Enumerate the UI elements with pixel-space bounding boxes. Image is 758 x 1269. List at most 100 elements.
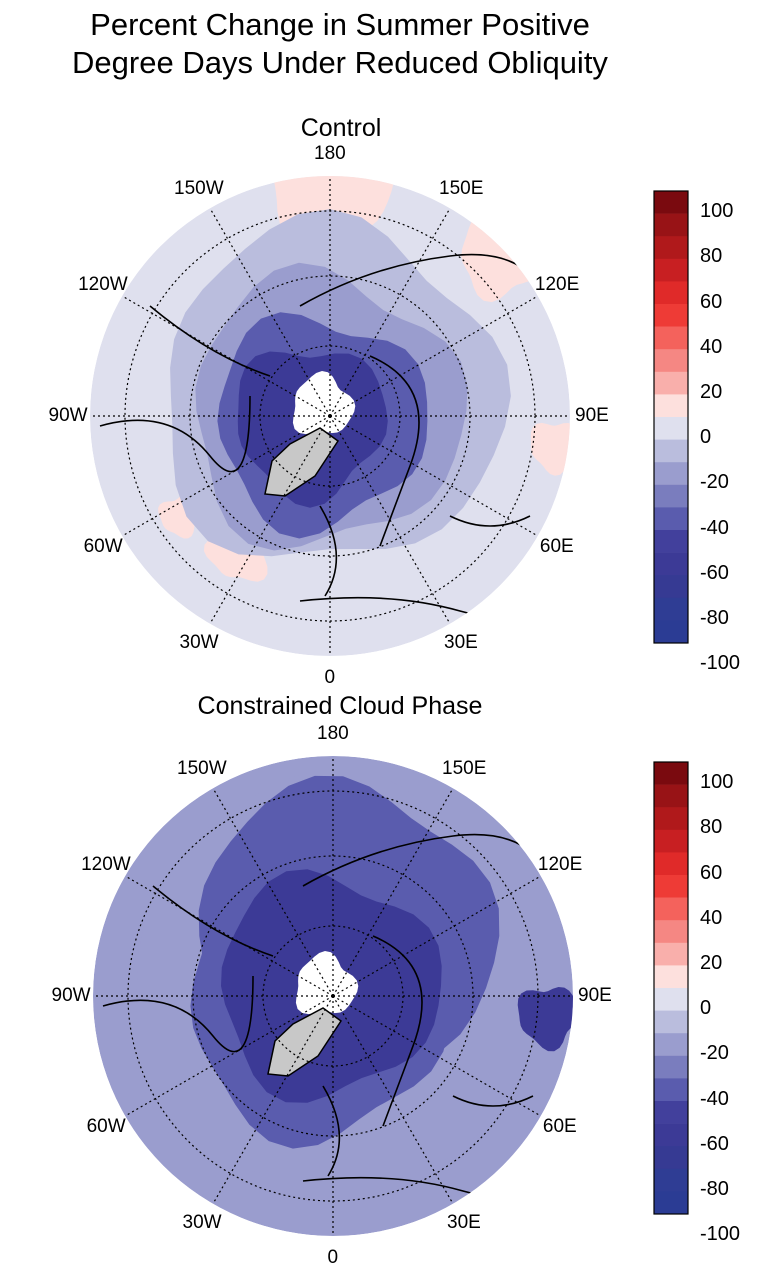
colorbar-tick-label: 40 <box>700 906 723 929</box>
no-data-region <box>292 371 356 435</box>
colorbar-control <box>653 190 689 644</box>
colorbar-swatch <box>654 439 688 463</box>
longitude-label: 150E <box>442 758 487 780</box>
longitude-label: 90W <box>48 405 88 426</box>
colorbar-swatch <box>654 875 688 898</box>
positive-patch <box>273 176 395 241</box>
colorbar-swatch <box>654 1010 688 1034</box>
figure-title: Percent Change in Summer Positive Degree… <box>0 6 680 82</box>
positive-patch <box>530 422 570 476</box>
colorbar-swatch <box>654 1168 688 1192</box>
longitude-label: 90E <box>575 405 609 426</box>
colorbar-swatch <box>654 897 688 921</box>
colorbar-swatch <box>654 852 688 876</box>
colorbar-tick-label: -80 <box>700 1177 729 1200</box>
no-data-region <box>295 951 359 1015</box>
greenland-ice <box>267 1007 343 1077</box>
colorbar-swatch <box>654 784 688 808</box>
colorbar-tick-label: 100 <box>700 200 734 223</box>
longitude-label: 120W <box>81 854 131 875</box>
panel-title-constrained: Constrained Cloud Phase <box>197 692 483 720</box>
longitude-label: 150W <box>177 758 227 780</box>
longitude-label: 0 <box>324 667 336 688</box>
colorbar-swatch <box>654 484 688 508</box>
colorbar-tick-label: 60 <box>700 290 723 313</box>
longitude-label: 60E <box>542 1116 577 1137</box>
colorbar-swatch <box>654 371 688 395</box>
colorbar-swatch <box>654 1033 688 1057</box>
colorbar-tick-label: -100 <box>700 1223 741 1246</box>
colorbar-swatch <box>654 417 688 440</box>
colorbar-tick-label: -20 <box>700 471 729 494</box>
colorbar-swatch <box>654 258 688 282</box>
coastline <box>149 305 271 377</box>
coastline <box>152 885 274 957</box>
colorbar-swatch <box>654 1191 688 1215</box>
colorbar-swatch <box>654 530 688 553</box>
coastline <box>99 395 251 473</box>
colorbar-tick-label: 100 <box>700 771 734 794</box>
panel-title-control: Control <box>300 114 382 142</box>
colorbar-tick-label: 80 <box>700 245 723 268</box>
coastline <box>452 1095 534 1107</box>
longitude-label: 30W <box>179 631 219 653</box>
longitude-label: 120E <box>534 274 580 295</box>
colorbar-swatch <box>654 236 688 260</box>
colorbar-swatch <box>654 920 688 944</box>
colorbar-tick-label: 60 <box>700 861 723 884</box>
colorbar-tick-label: -60 <box>700 1132 729 1155</box>
colorbar-swatch <box>654 942 688 966</box>
longitude-label: 60W <box>83 536 123 557</box>
longitude-label: 90W <box>51 985 91 1006</box>
longitude-label: 120W <box>78 274 128 295</box>
longitude-label: 30W <box>182 1211 222 1233</box>
polar-map-control <box>90 176 570 656</box>
longitude-label: 90E <box>578 985 612 1006</box>
colorbar-tick-label: 40 <box>700 335 723 358</box>
colorbar-swatch <box>654 762 688 785</box>
colorbar-swatch <box>654 304 688 327</box>
colorbar-tick-label: 0 <box>700 426 712 449</box>
contour-deep <box>517 987 573 1052</box>
colorbar-tick-label: -80 <box>700 606 729 629</box>
coastline <box>102 975 254 1053</box>
colorbar-swatch <box>654 1101 688 1124</box>
longitude-label: 30E <box>447 1211 481 1233</box>
title-line-2: Degree Days Under Reduced Obliquity <box>72 45 608 80</box>
colorbar-swatch <box>654 807 688 831</box>
longitude-label: 180 <box>317 723 349 744</box>
coastline <box>449 515 531 527</box>
colorbar-swatch <box>654 213 688 237</box>
colorbar-swatch <box>654 1146 688 1170</box>
colorbar-tick-label: -40 <box>700 516 729 539</box>
colorbar-swatch <box>654 575 688 599</box>
longitude-label: 60E <box>539 536 574 557</box>
colorbar-swatch <box>654 281 688 305</box>
colorbar-constrained <box>653 761 689 1215</box>
colorbar-tick-label: 20 <box>700 380 723 403</box>
colorbar-tick-label: -20 <box>700 1042 729 1065</box>
colorbar-swatch <box>654 1055 688 1079</box>
colorbar-swatch <box>654 1123 688 1147</box>
colorbar-swatch <box>654 462 688 486</box>
title-line-1: Percent Change in Summer Positive <box>90 7 590 42</box>
colorbar-swatch <box>654 988 688 1011</box>
colorbar-frame <box>653 190 689 644</box>
greenland-ice <box>264 427 340 497</box>
colorbar-swatch <box>654 965 688 989</box>
colorbar-swatch <box>654 552 688 576</box>
colorbar-tick-label: 80 <box>700 816 723 839</box>
colorbar-tick-label: -40 <box>700 1087 729 1110</box>
colorbar-tick-label: -100 <box>700 652 741 675</box>
longitude-label: 180 <box>314 143 346 164</box>
longitude-label: 0 <box>327 1247 339 1268</box>
colorbar-swatch <box>654 326 688 350</box>
longitude-label: 150W <box>174 178 224 200</box>
colorbar-tick-label: 0 <box>700 997 712 1020</box>
longitude-label: 30E <box>444 631 478 653</box>
longitude-label: 150E <box>439 178 484 200</box>
polar-map-constrained <box>93 756 573 1236</box>
colorbar-swatch <box>654 620 688 644</box>
colorbar-swatch <box>654 394 688 418</box>
